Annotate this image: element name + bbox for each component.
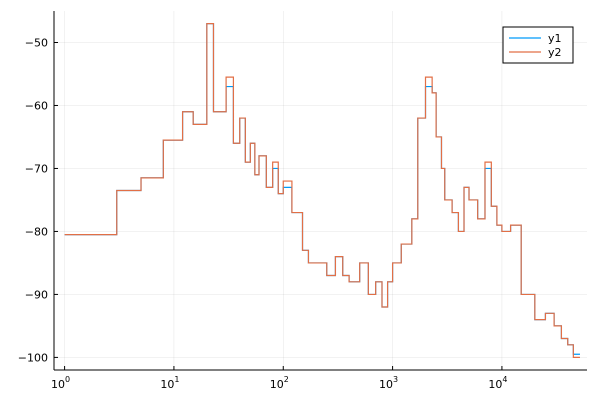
x-tick-label: 100 bbox=[51, 375, 70, 391]
y-tick-label: −90 bbox=[25, 288, 48, 301]
y-tick-label: −60 bbox=[25, 99, 48, 112]
x-tick-label: 104 bbox=[488, 375, 507, 391]
legend-label-y2: y2 bbox=[548, 46, 562, 59]
y-tick-label: −50 bbox=[25, 36, 48, 49]
axes bbox=[53, 11, 587, 371]
x-tick-label: 103 bbox=[379, 375, 398, 391]
x-tick-label: 102 bbox=[270, 375, 289, 391]
legend-box bbox=[502, 26, 574, 64]
y-tick-label: −70 bbox=[25, 162, 48, 175]
series-lines bbox=[64, 23, 580, 358]
series-line-y2 bbox=[64, 23, 580, 358]
legend-label-y1: y1 bbox=[548, 32, 562, 45]
y-tick-label: −80 bbox=[25, 225, 48, 238]
tick-labels: 100 101 102 103 104 −50 −60 −70 −80 −90 −100 bbox=[18, 36, 508, 391]
y-tick-label: −100 bbox=[18, 351, 48, 364]
x-tick-label: 101 bbox=[160, 375, 179, 391]
